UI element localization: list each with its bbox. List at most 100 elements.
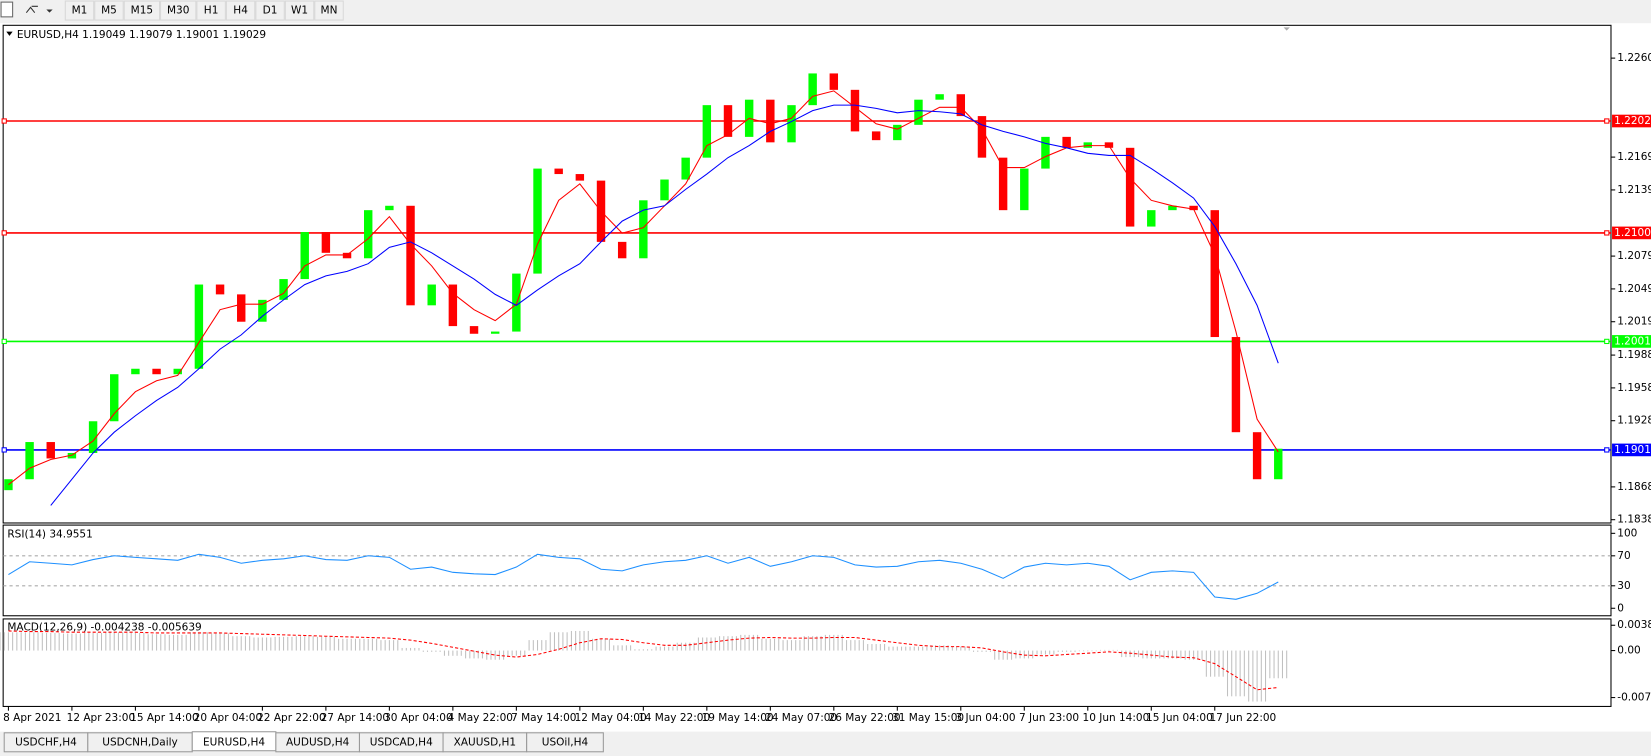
level-handle[interactable] <box>1 447 7 453</box>
symbol-tab[interactable] <box>526 732 604 753</box>
level-price-label: 1.19018 <box>1614 444 1651 456</box>
x-tick-label: 30 Apr 04:00 <box>384 712 453 724</box>
candle-body <box>1125 147 1135 227</box>
timeframe-label: M30 <box>167 5 189 17</box>
x-tick-label: 12 May 04:00 <box>575 712 647 724</box>
candle-body <box>152 368 161 375</box>
candle-body <box>1041 136 1050 169</box>
candle-body <box>935 94 944 100</box>
level-handle[interactable] <box>1604 447 1610 453</box>
candle-body <box>554 168 563 175</box>
candle-body <box>723 105 733 137</box>
y-tick-label: 0 <box>1617 602 1624 614</box>
level-handle[interactable] <box>1 118 7 124</box>
timeframe-button[interactable] <box>160 0 197 21</box>
candle-body <box>490 331 500 334</box>
candle-body <box>512 273 521 332</box>
candle-body <box>342 252 352 259</box>
candle-body <box>469 326 479 334</box>
candle-body <box>258 299 267 322</box>
x-tick-label: 26 May 22:00 <box>829 712 901 724</box>
candle-body <box>88 421 98 453</box>
candle-body <box>46 442 55 459</box>
candle-body <box>977 116 987 158</box>
y-tick-label: 1.20490 <box>1617 283 1651 295</box>
symbol-menu-arrow[interactable] <box>6 31 13 36</box>
candle-body <box>681 157 690 180</box>
y-tick-label: 70 <box>1617 550 1630 562</box>
x-tick-label: 10 Jun 14:00 <box>1083 712 1150 724</box>
candle-body <box>237 294 246 322</box>
level-handle[interactable] <box>1604 230 1610 236</box>
timeframe-button[interactable] <box>196 0 226 21</box>
candle-body <box>914 99 923 125</box>
level-handle[interactable] <box>1 230 7 236</box>
text-tool-icon[interactable] <box>0 1 14 18</box>
timeframe-button[interactable] <box>284 0 315 21</box>
x-tick-label: 17 Jun 22:00 <box>1210 712 1277 724</box>
candle-body <box>1210 210 1219 338</box>
y-tick-label: 30 <box>1617 580 1630 592</box>
timeframe-label: M5 <box>101 5 117 17</box>
candle-body <box>321 232 331 253</box>
y-tick-label: 1.19585 <box>1617 382 1651 394</box>
candle-body <box>829 73 839 90</box>
y-tick-label: -0.00719 <box>1617 692 1651 704</box>
x-tick-label: 15 Jun 04:00 <box>1146 712 1213 724</box>
level-price-label: 1.21002 <box>1614 227 1651 239</box>
x-tick-label: 8 Apr 2021 <box>3 712 61 724</box>
level-handle[interactable] <box>1604 118 1610 124</box>
level-price-label: 1.20010 <box>1614 335 1651 347</box>
candle-body <box>173 368 182 375</box>
y-tick-label: 1.18380 <box>1617 514 1651 526</box>
timeframe-button[interactable] <box>314 0 344 21</box>
y-tick-label: 1.20790 <box>1617 250 1651 262</box>
timeframe-button[interactable] <box>64 0 95 21</box>
candle-body <box>1189 205 1198 211</box>
candle-body <box>787 105 796 143</box>
level-price-box <box>1612 114 1651 128</box>
candle-body <box>1274 448 1283 480</box>
shift-marker <box>1283 27 1290 31</box>
main-panel <box>2 24 1612 524</box>
x-tick-label: 4 May 22:00 <box>448 712 513 724</box>
timeframe-label: M1 <box>72 5 88 17</box>
candle-body <box>766 99 775 143</box>
timeframe-button[interactable] <box>255 0 285 21</box>
level-handle[interactable] <box>1 338 7 345</box>
candle-body <box>385 205 394 211</box>
candle-body <box>1147 210 1156 227</box>
timeframe-button[interactable] <box>94 0 124 21</box>
x-tick-label: 31 May 15:00 <box>892 712 964 724</box>
x-tick-label: 20 Apr 04:00 <box>194 712 263 724</box>
candle-body <box>617 241 627 259</box>
symbol-tab-label: USDCHF,H4 <box>15 736 77 748</box>
y-tick-label: 0.00 <box>1617 645 1640 657</box>
candle-body <box>1252 432 1262 480</box>
draw-tool-icon[interactable] <box>25 5 38 13</box>
candle-body <box>1104 142 1114 148</box>
candle-body <box>893 124 902 141</box>
x-tick-label: 12 Apr 23:00 <box>67 712 136 724</box>
symbol-tab-label: AUDUSD,H4 <box>286 736 350 748</box>
dropdown-arrow[interactable] <box>46 9 53 13</box>
x-tick-label: 15 Apr 14:00 <box>130 712 199 724</box>
timeframe-label: H1 <box>204 5 219 17</box>
candle-body <box>702 105 712 158</box>
candle-body <box>808 73 817 106</box>
timeframe-button[interactable] <box>225 0 256 21</box>
y-tick-label: 1.22600 <box>1617 52 1651 64</box>
symbol-header: EURUSD,H4 1.19049 1.19079 1.19001 1.1902… <box>17 29 266 41</box>
x-tick-label: 7 Jun 23:00 <box>1019 712 1079 724</box>
y-tick-label: 1.18680 <box>1617 481 1651 493</box>
candle-body <box>110 374 119 422</box>
timeframe-button[interactable] <box>123 0 161 21</box>
symbol-tab-label: EURUSD,H4 <box>203 736 265 748</box>
level-handle[interactable] <box>1604 338 1610 345</box>
candle-body <box>363 210 373 259</box>
y-tick-label: 0.003873 <box>1617 619 1651 631</box>
timeframe-label: MN <box>321 5 338 17</box>
y-tick-label: 1.21695 <box>1617 151 1651 163</box>
